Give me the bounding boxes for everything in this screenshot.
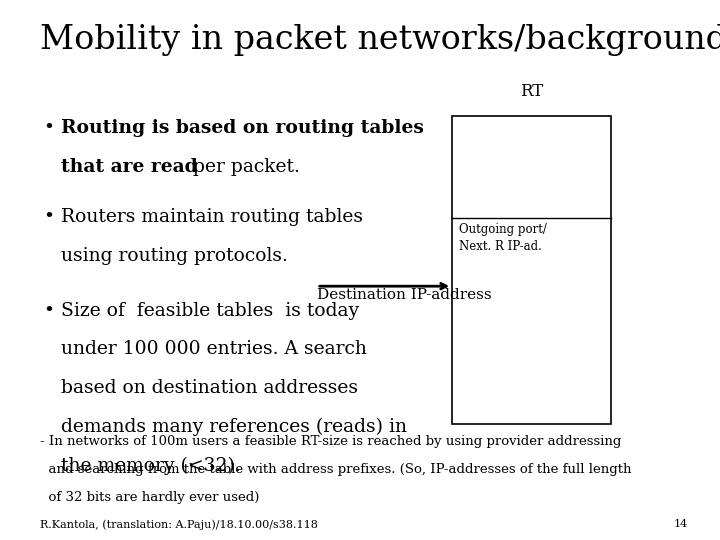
Text: per packet.: per packet.	[187, 158, 300, 176]
Text: and searching from the table with address prefixes. (So, IP-addresses of the ful: and searching from the table with addres…	[40, 463, 631, 476]
Text: Size of  feasible tables  is today: Size of feasible tables is today	[61, 301, 359, 320]
Text: based on destination addresses: based on destination addresses	[61, 379, 359, 397]
Text: Routers maintain routing tables: Routers maintain routing tables	[61, 208, 363, 226]
Text: under 100 000 entries. A search: under 100 000 entries. A search	[61, 340, 367, 359]
Text: 14: 14	[673, 519, 688, 530]
Text: Routing is based on routing tables: Routing is based on routing tables	[61, 119, 424, 137]
Text: Outgoing port/
Next. R IP-ad.: Outgoing port/ Next. R IP-ad.	[459, 223, 547, 253]
Text: - In networks of 100m users a feasible RT-size is reached by using provider addr: - In networks of 100m users a feasible R…	[40, 435, 621, 448]
Text: of 32 bits are hardly ever used): of 32 bits are hardly ever used)	[40, 491, 259, 504]
Text: RT: RT	[520, 83, 543, 100]
Text: •: •	[43, 208, 54, 226]
Text: Destination IP-address: Destination IP-address	[317, 288, 492, 302]
Text: the memory (<32).: the memory (<32).	[61, 457, 241, 475]
Text: that are read: that are read	[61, 158, 198, 176]
FancyBboxPatch shape	[452, 116, 611, 424]
Text: •: •	[43, 119, 54, 137]
Text: demands many references (reads) in: demands many references (reads) in	[61, 418, 408, 436]
Text: Mobility in packet networks/background: Mobility in packet networks/background	[40, 24, 720, 56]
Text: using routing protocols.: using routing protocols.	[61, 247, 288, 265]
Text: •: •	[43, 301, 54, 320]
Text: R.Kantola, (translation: A.Paju)/18.10.00/s38.118: R.Kantola, (translation: A.Paju)/18.10.0…	[40, 519, 318, 530]
